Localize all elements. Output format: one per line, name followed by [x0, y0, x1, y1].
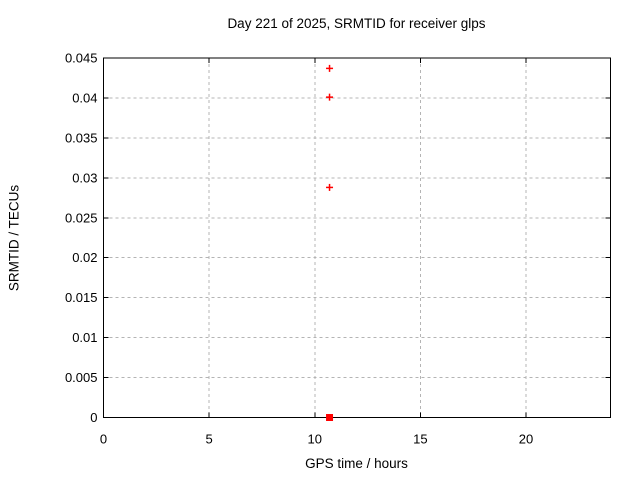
y-tick-label: 0.015: [65, 290, 98, 305]
y-tick-label: 0.02: [72, 250, 97, 265]
plot-border: [103, 57, 611, 418]
y-tick-label: 0.04: [72, 90, 97, 105]
x-tick-label: 15: [413, 432, 427, 447]
data-point-square: [326, 414, 334, 421]
y-tick-label: 0: [90, 410, 97, 425]
y-tick-label: 0.03: [72, 170, 97, 185]
chart-title: Day 221 of 2025, SRMTID for receiver glp…: [227, 16, 486, 31]
x-tick-label: 20: [519, 432, 533, 447]
y-tick-label: 0.035: [65, 130, 98, 145]
y-tick-label: 0.01: [72, 330, 97, 345]
x-tick-label: 0: [100, 432, 107, 447]
x-tick-label: 10: [308, 432, 322, 447]
y-tick-label: 0.045: [65, 51, 98, 66]
x-tick-label: 5: [206, 432, 213, 447]
y-tick-label: 0.025: [65, 210, 98, 225]
x-axis-label: GPS time / hours: [305, 456, 408, 471]
y-tick-label: 0.005: [65, 370, 98, 385]
